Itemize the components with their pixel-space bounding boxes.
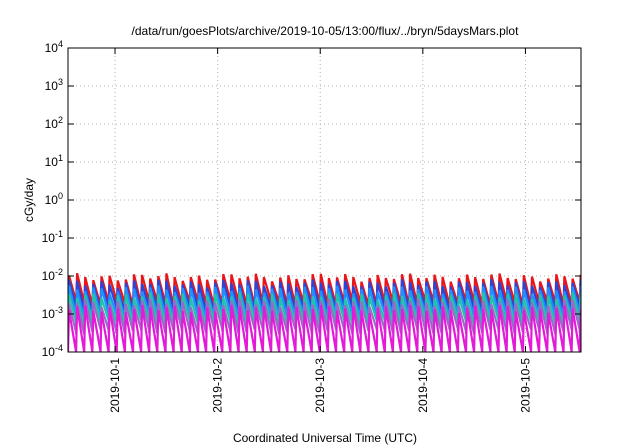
y-axis-label: cGy/day	[22, 178, 36, 222]
y-tick-label: 102	[45, 115, 63, 131]
x-tick-label: 2019-10-1	[108, 358, 122, 413]
series-line	[68, 304, 581, 352]
y-tick-label: 10-3	[42, 305, 63, 321]
x-tick-label: 2019-10-5	[518, 358, 532, 413]
series-layer	[68, 272, 581, 352]
chart-title: /data/run/goesPlots/archive/2019-10-05/1…	[132, 24, 520, 38]
y-tick-label: 10-4	[42, 343, 63, 359]
y-tick-label: 104	[45, 39, 63, 55]
y-tick-label: 103	[45, 77, 63, 93]
y-tick-label: 10-2	[42, 267, 63, 283]
y-tick-label: 10-1	[42, 229, 63, 245]
x-tick-label: 2019-10-3	[313, 358, 327, 413]
y-tick-label: 101	[45, 153, 63, 169]
x-tick-label: 2019-10-2	[211, 358, 225, 413]
x-axis: 2019-10-1 2019-10-2 2019-10-3 2019-10-4 2019…	[108, 48, 532, 413]
x-tick-label: 2019-10-4	[416, 358, 430, 413]
y-axis: 10-4 10-3 10-2 10-1 100 101 102 103 104	[42, 39, 581, 359]
x-axis-label: Coordinated Universal Time (UTC)	[233, 431, 417, 445]
y-tick-label: 100	[45, 191, 63, 207]
